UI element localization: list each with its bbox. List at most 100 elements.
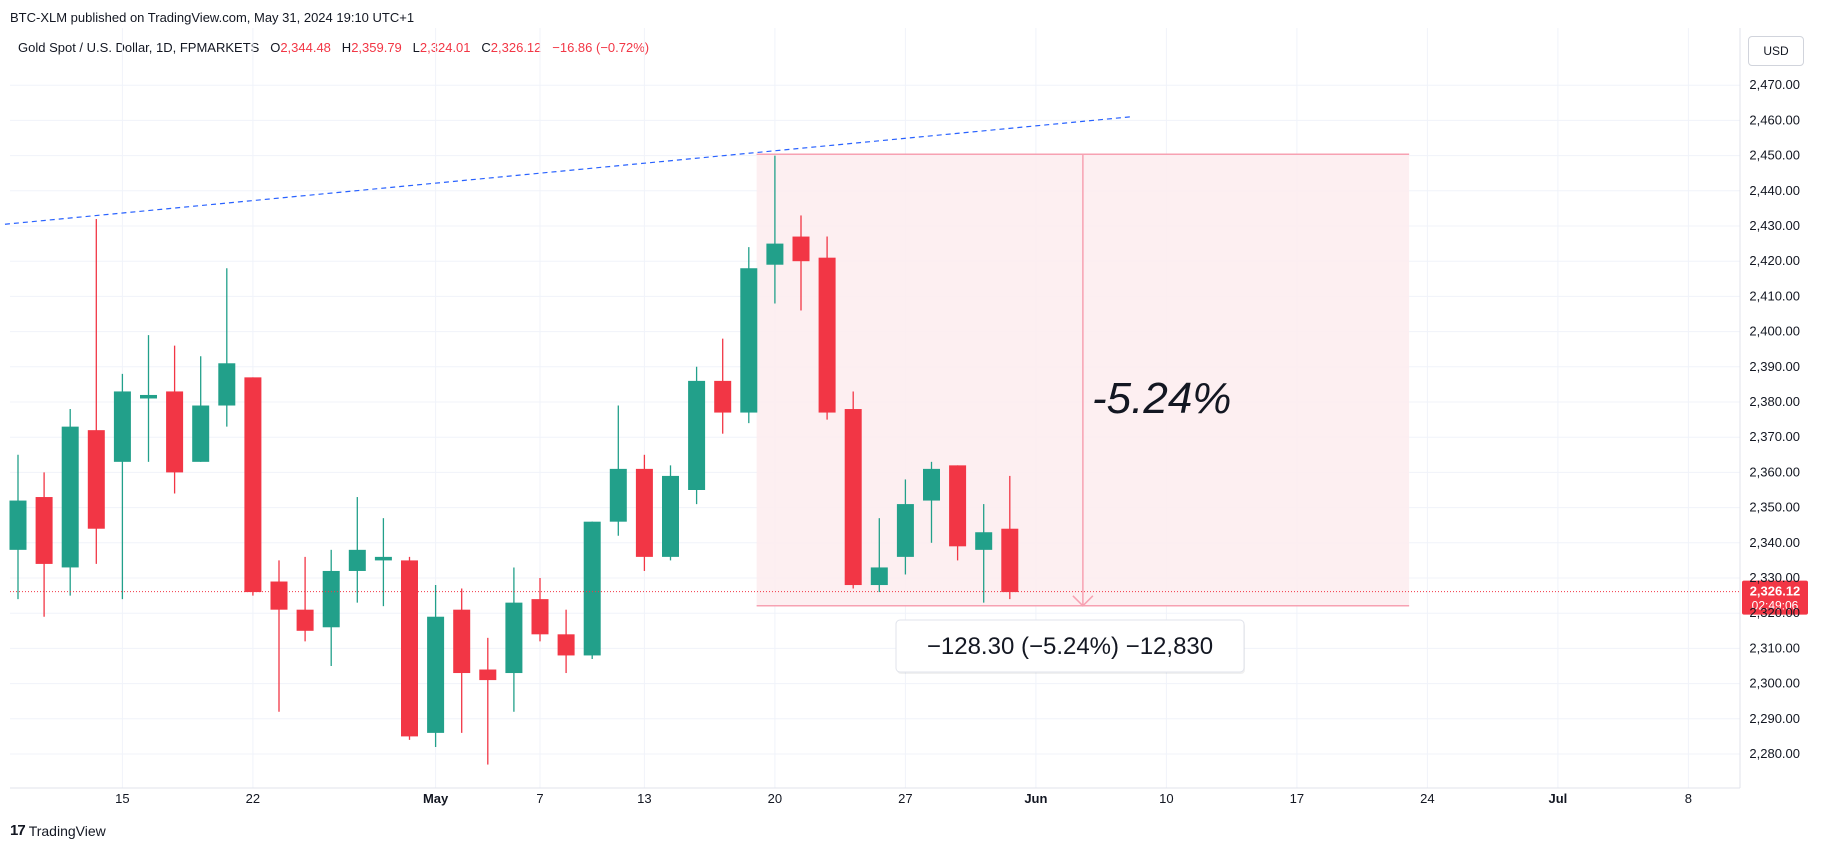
candle-body <box>35 497 53 564</box>
candle-body <box>322 570 340 628</box>
candle-body <box>374 556 392 561</box>
candle-down <box>1001 475 1019 600</box>
candle-down <box>792 215 810 311</box>
candle-body <box>923 468 940 501</box>
x-tick-label: 13 <box>637 791 651 806</box>
candle-up <box>975 504 993 603</box>
candle-body <box>662 475 679 557</box>
y-tick-label: 2,280.00 <box>1749 746 1800 761</box>
candle-up <box>740 247 758 424</box>
measure-info-text: −128.30 (−5.24%) −12,830 <box>927 633 1213 660</box>
candle-body <box>218 363 236 406</box>
candle-up <box>766 155 784 304</box>
candle-body <box>87 430 105 529</box>
candle-body <box>557 634 575 656</box>
candle-down <box>557 609 575 674</box>
candle-body <box>818 257 836 413</box>
candle-body <box>766 243 784 265</box>
candle-body <box>583 521 601 656</box>
candle-up <box>896 479 914 575</box>
open-value: 2,344.48 <box>280 40 331 55</box>
y-tick-label: 2,470.00 <box>1749 77 1800 92</box>
axes: 2,280.00 2,290.00 2,300.00 2,310.00 2,320.00… <box>10 28 1800 806</box>
y-tick-label: 2,300.00 <box>1749 676 1800 691</box>
candle-body <box>348 549 366 571</box>
currency-button[interactable]: USD <box>1748 36 1804 66</box>
measure-percent-label: -5.24% <box>1092 374 1231 423</box>
x-tick-label: 10 <box>1159 791 1173 806</box>
y-tick-label: 2,340.00 <box>1749 535 1800 550</box>
candle-body <box>531 599 549 635</box>
candle-body <box>61 426 79 568</box>
candle-up <box>348 497 366 603</box>
y-tick-label: 2,440.00 <box>1749 183 1800 198</box>
y-tick-label: 2,330.00 <box>1749 570 1800 585</box>
candle-down <box>818 236 836 420</box>
candle-up <box>113 373 131 600</box>
x-tick-label: May <box>423 791 449 806</box>
candle-down <box>714 338 732 434</box>
candle-down <box>35 472 53 617</box>
candle-body <box>792 236 810 262</box>
x-tick-label: 22 <box>246 791 260 806</box>
candle-down <box>635 454 653 571</box>
y-tick-label: 2,370.00 <box>1749 429 1800 444</box>
candle-down <box>479 637 497 765</box>
y-tick-label: 2,400.00 <box>1749 324 1800 339</box>
candle-body <box>140 394 157 399</box>
candle-down <box>244 377 262 596</box>
y-tick-label: 2,450.00 <box>1749 148 1800 163</box>
candle-body <box>9 500 27 550</box>
candle-body <box>688 380 706 490</box>
y-tick-label: 2,430.00 <box>1749 218 1800 233</box>
x-tick-label: 8 <box>1685 791 1692 806</box>
candle-up <box>923 461 940 543</box>
low-label: L <box>412 40 420 55</box>
candle-body <box>740 268 758 413</box>
low-value: 2,324.01 <box>419 40 471 55</box>
footer: 17 TradingView <box>10 822 106 839</box>
candle-body <box>192 405 210 462</box>
candle-body <box>609 468 627 522</box>
candle-down <box>270 560 288 712</box>
candle-body <box>975 532 993 550</box>
price-badge-value: 2,326.12 <box>1750 584 1801 599</box>
candle-up <box>140 335 157 462</box>
y-tick-label: 2,410.00 <box>1749 288 1800 303</box>
candle-up <box>583 521 601 659</box>
measure-zone <box>756 153 1410 607</box>
price-badge <box>1742 580 1808 615</box>
candle-up <box>427 585 445 747</box>
y-tick-label: 2,290.00 <box>1749 711 1800 726</box>
candle-body <box>844 409 862 586</box>
symbol-legend: Gold Spot / U.S. Dollar, 1D, FPMARKETS O… <box>18 40 649 55</box>
y-tick-label: 2,360.00 <box>1749 464 1800 479</box>
footer-brand[interactable]: TradingView <box>28 822 106 839</box>
candle-body <box>244 377 262 593</box>
price-badge-countdown: 02:49:06 <box>1752 599 1799 613</box>
tradingview-logo-icon[interactable]: 17 <box>10 822 26 839</box>
high-label: H <box>341 40 352 55</box>
y-tick-label: 2,390.00 <box>1749 359 1800 374</box>
y-tick-label: 2,380.00 <box>1749 394 1800 409</box>
high-value: 2,359.79 <box>351 40 402 55</box>
candle-body <box>896 504 914 557</box>
candle-down <box>453 588 471 733</box>
candle-up <box>322 549 340 666</box>
candle-body <box>270 581 288 610</box>
candles <box>9 155 1019 765</box>
y-tick-label: 2,350.00 <box>1749 500 1800 515</box>
symbol-title[interactable]: Gold Spot / U.S. Dollar, 1D, FPMARKETS <box>18 40 260 55</box>
candle-up <box>870 518 888 593</box>
publish-info: BTC-XLM published on TradingView.com, Ma… <box>10 10 415 25</box>
open-label: O <box>270 40 281 55</box>
candle-down <box>87 218 105 564</box>
candle-body <box>166 391 184 473</box>
candle-body <box>427 616 445 733</box>
candle-up <box>505 567 523 712</box>
close-label: C <box>481 40 491 55</box>
candle-up <box>218 268 236 427</box>
